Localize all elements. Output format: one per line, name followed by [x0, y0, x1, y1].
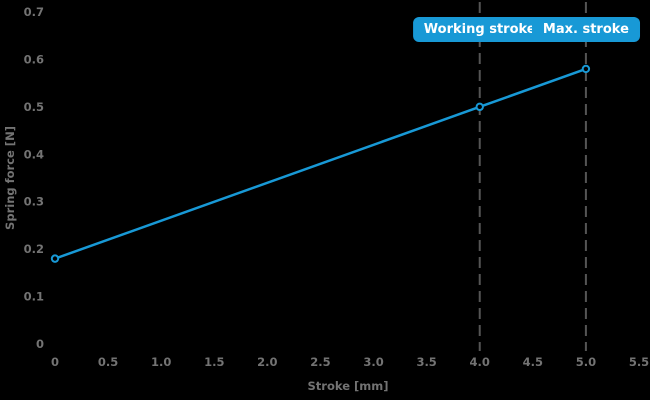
- x-tick-label: 0.5: [98, 355, 118, 369]
- y-tick-label: 0.5: [24, 100, 44, 114]
- x-tick-label: 2.0: [257, 355, 277, 369]
- data-point-marker: [50, 254, 60, 263]
- x-axis-title: Stroke [mm]: [308, 379, 389, 393]
- data-point-marker: [581, 64, 591, 74]
- annotation-badge-working-stroke: Working stroke: [412, 17, 547, 42]
- x-tick-label: 1.0: [151, 355, 171, 369]
- y-tick-label: 0.4: [24, 147, 44, 161]
- x-tick-label: 3.0: [363, 355, 383, 369]
- y-tick-label: 0: [36, 337, 44, 351]
- annotation-badge-max-stroke: Max. stroke: [531, 17, 640, 42]
- data-point-marker: [475, 102, 484, 112]
- x-tick-label: 1.5: [204, 355, 224, 369]
- series-line: [53, 67, 588, 260]
- y-axis-title: Spring force [N]: [3, 126, 17, 230]
- x-tick-label: 4.0: [470, 355, 490, 369]
- x-tick-label: 5.5: [629, 355, 649, 369]
- x-tick-label: 4.5: [523, 355, 543, 369]
- y-tick-label: 0.7: [24, 5, 44, 19]
- y-tick-label: 0.2: [24, 242, 44, 256]
- y-tick-label: 0.6: [24, 52, 44, 66]
- x-tick-label: 5.0: [576, 355, 596, 369]
- y-tick-label: 0.1: [24, 290, 44, 304]
- x-tick-label: 3.5: [416, 355, 436, 369]
- x-tick-label: 2.5: [310, 355, 330, 369]
- x-tick-label: 0: [51, 355, 59, 369]
- y-tick-label: 0.3: [24, 195, 44, 209]
